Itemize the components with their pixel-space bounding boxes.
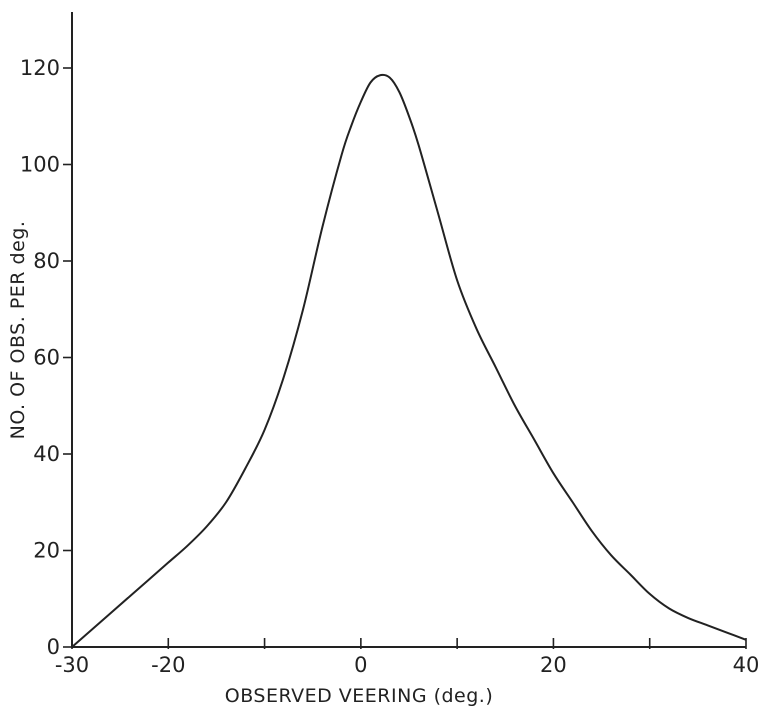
- y-tick-label: 100: [20, 153, 60, 177]
- x-ticks: -30 -20 0 20 40: [55, 638, 760, 677]
- x-tick-label: -30: [55, 653, 89, 677]
- x-tick-label: 40: [733, 653, 760, 677]
- y-tick-label: 60: [33, 346, 60, 370]
- y-axis-title: NO. OF OBS. PER deg.: [7, 221, 29, 440]
- x-tick-label: 20: [540, 653, 567, 677]
- y-tick-label: 80: [33, 249, 60, 273]
- x-tick-label: 0: [354, 653, 367, 677]
- y-tick-label: 40: [33, 442, 60, 466]
- x-tick-label: -20: [151, 653, 185, 677]
- veering-distribution-curve: [71, 73, 747, 648]
- y-ticks: 0 20 40 60 80 100 120: [20, 56, 72, 659]
- axes: [71, 12, 746, 648]
- x-axis-title: OBSERVED VEERING (deg.): [225, 685, 494, 707]
- y-tick-label: 0: [47, 635, 60, 659]
- y-tick-label: 20: [33, 539, 60, 563]
- y-tick-label: 120: [20, 56, 60, 80]
